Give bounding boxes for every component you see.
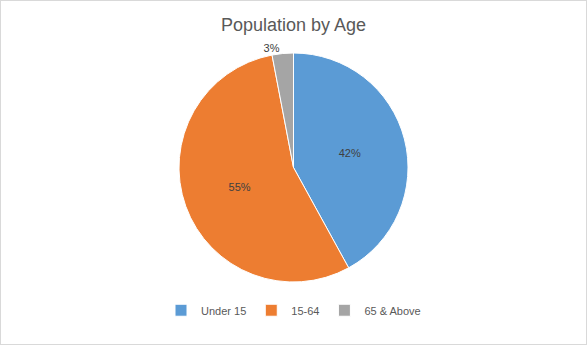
svg-text:65 & Above: 65 & Above [364, 305, 420, 317]
svg-text:3%: 3% [264, 42, 280, 54]
svg-text:42%: 42% [339, 147, 361, 159]
svg-text:Population by Age: Population by Age [221, 15, 366, 35]
svg-text:55%: 55% [229, 181, 251, 193]
svg-text:15-64: 15-64 [291, 305, 319, 317]
svg-text:Under 15: Under 15 [201, 305, 246, 317]
